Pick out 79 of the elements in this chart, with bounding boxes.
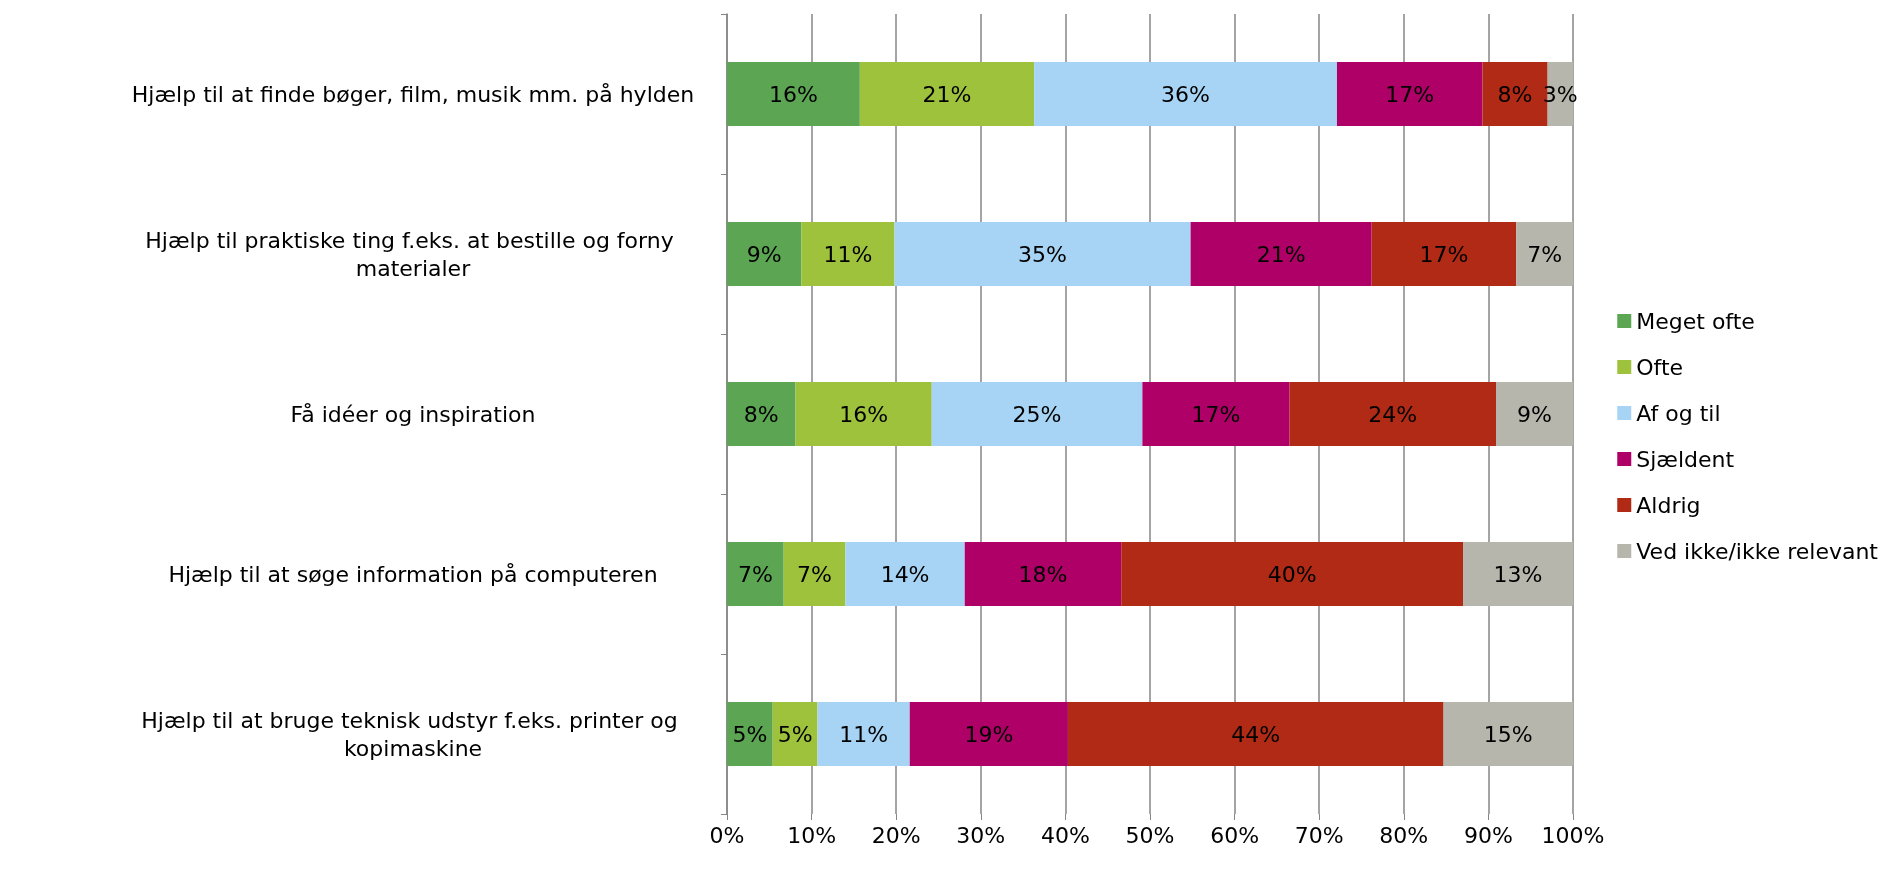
bar — [727, 222, 802, 286]
data-label: 5% — [732, 721, 768, 747]
y-tick-label: Hjælp til praktiske ting f.eks. at bestille og forny materialer — [145, 227, 681, 281]
data-label: 24% — [1368, 401, 1418, 427]
data-label: 7% — [737, 561, 773, 587]
bar — [817, 702, 910, 766]
legend-label: Af og til — [1636, 400, 1721, 426]
data-label: 11% — [823, 241, 873, 267]
bar — [1034, 62, 1337, 126]
data-label: 5% — [777, 721, 813, 747]
y-tick-label: Få idéer og inspiration — [290, 401, 536, 427]
data-label: 9% — [746, 241, 782, 267]
bar — [801, 222, 895, 286]
y-tick-label: Hjælp til at bruge teknisk udstyr f.eks. printer og kopimaskine — [141, 707, 685, 761]
legend-label: Sjældent — [1636, 446, 1735, 472]
data-label: 19% — [964, 721, 1014, 747]
bar — [1289, 382, 1497, 446]
data-label: 17% — [1385, 81, 1435, 107]
x-tick-label: 20% — [871, 822, 921, 848]
legend-label: Meget ofte — [1636, 308, 1755, 334]
bar — [1121, 542, 1464, 606]
legend-label: Ved ikke/ikke relevant — [1636, 538, 1879, 564]
x-tick-label: 0% — [709, 822, 745, 848]
bar — [727, 62, 860, 126]
data-label: 8% — [743, 401, 779, 427]
bar — [772, 702, 818, 766]
x-tick-label: 40% — [1040, 822, 1090, 848]
y-tick-label: Hjælp til at finde bøger, film, musik mm. på hylden — [131, 81, 695, 107]
data-label: 14% — [880, 561, 930, 587]
x-tick-label: 100% — [1541, 822, 1605, 848]
data-label: 21% — [1256, 241, 1306, 267]
data-label: 35% — [1018, 241, 1068, 267]
data-label: 13% — [1493, 561, 1543, 587]
data-label: 36% — [1161, 81, 1210, 107]
data-label: 44% — [1231, 721, 1281, 747]
bar — [783, 542, 846, 606]
y-tick-label: Hjælp til at søge information på computeren — [168, 561, 658, 587]
bar — [1142, 382, 1290, 446]
bar — [894, 222, 1191, 286]
legend-label: Aldrig — [1636, 492, 1701, 518]
data-label: 40% — [1267, 561, 1317, 587]
data-label: 11% — [839, 721, 889, 747]
data-label: 15% — [1483, 721, 1533, 747]
bar — [795, 382, 932, 446]
x-tick-label: 30% — [956, 822, 1006, 848]
data-label: 8% — [1497, 81, 1533, 107]
data-label: 16% — [839, 401, 889, 427]
x-tick-label: 70% — [1294, 822, 1344, 848]
data-label: 25% — [1012, 401, 1062, 427]
bar — [859, 62, 1035, 126]
data-label: 7% — [797, 561, 833, 587]
data-label: 7% — [1527, 241, 1563, 267]
x-tick-label: 80% — [1379, 822, 1429, 848]
bar — [1463, 542, 1573, 606]
data-label: 9% — [1517, 401, 1552, 427]
data-label: 21% — [922, 81, 972, 107]
bar — [727, 702, 773, 766]
bar — [1371, 222, 1517, 286]
x-tick-label: 60% — [1210, 822, 1260, 848]
bar — [1336, 62, 1483, 126]
x-tick-label: 90% — [1463, 822, 1513, 848]
legend-label: Ofte — [1636, 354, 1684, 380]
data-label: 16% — [768, 81, 818, 107]
bar — [1190, 222, 1372, 286]
data-label: 17% — [1191, 401, 1241, 427]
bar — [1496, 382, 1573, 446]
bar — [845, 542, 965, 606]
bar — [909, 702, 1068, 766]
bar — [727, 382, 796, 446]
data-label: 18% — [1018, 561, 1068, 587]
x-tick-label: 10% — [787, 822, 837, 848]
bar — [727, 542, 784, 606]
bar — [1067, 702, 1444, 766]
data-label: 17% — [1419, 241, 1469, 267]
bar — [964, 542, 1122, 606]
bar — [1443, 702, 1573, 766]
bar — [931, 382, 1143, 446]
bar — [1516, 222, 1573, 286]
x-tick-label: 50% — [1125, 822, 1175, 848]
